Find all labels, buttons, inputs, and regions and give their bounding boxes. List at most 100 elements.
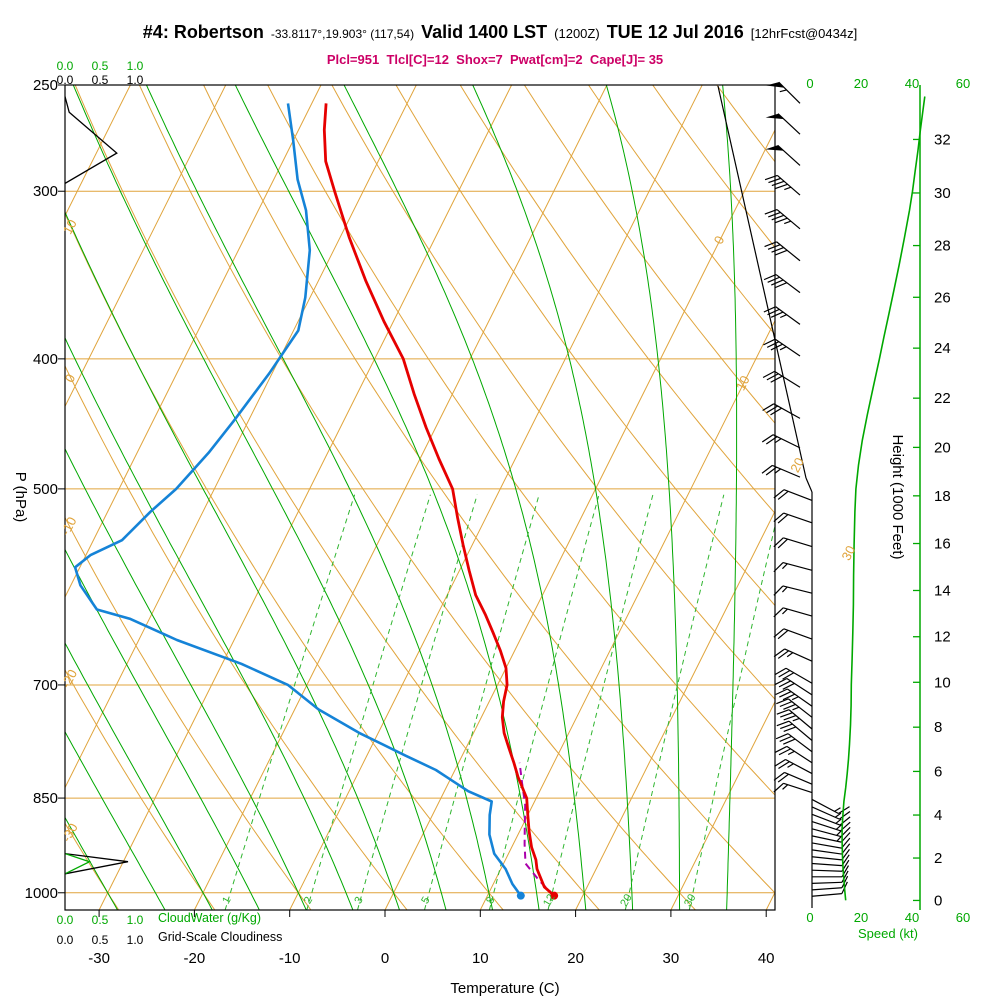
- dewpoint-trace: [73, 103, 522, 897]
- dry-adiabat: [588, 85, 775, 336]
- speed-tick-label: 40: [905, 910, 919, 925]
- temperature-tick-label: -10: [279, 950, 301, 967]
- station-coords: -33.8117°,19.903° (117,54): [270, 27, 415, 41]
- wind-barbs: [761, 81, 851, 897]
- isotherm-line: [765, 891, 775, 910]
- parcel-trace: [518, 762, 555, 897]
- isotherm-line: [65, 85, 322, 599]
- mixing-ratio-line: [624, 494, 725, 910]
- pressure-tick-label: 850: [33, 790, 58, 807]
- cloudiness-scale-label: 1.0: [127, 933, 144, 947]
- skewt-grid: [65, 85, 775, 910]
- cloudiness-scale-label: 0.0: [57, 933, 74, 947]
- isotherm-line: [384, 128, 775, 910]
- isotherm-label: 10: [733, 373, 753, 393]
- mixing-ratio-line: [488, 494, 600, 910]
- speed-tick-label: 20: [854, 910, 868, 925]
- moist-adiabat: [722, 85, 738, 910]
- height-tick-label: 32: [934, 131, 951, 148]
- height-tick-label: 30: [934, 185, 951, 202]
- speed-axis-title: Speed (kt): [858, 926, 918, 941]
- dry-adiabat: [65, 516, 312, 910]
- height-tick-label: 14: [934, 582, 951, 599]
- isotherm-line: [575, 510, 775, 910]
- pressure-axis-title: P (hPa): [12, 472, 29, 523]
- temperature-tick-label: -20: [184, 950, 206, 967]
- speed-tick-label: 60: [956, 910, 970, 925]
- moist-adiabat: [145, 85, 494, 910]
- isotherm-label: 20: [787, 455, 807, 475]
- moist-adiabat: [65, 210, 401, 910]
- dry-adiabat-label: -30: [59, 821, 81, 845]
- plot-border: [64, 84, 776, 911]
- temperature-tick-label: 10: [472, 950, 489, 967]
- speed-profile-group: [841, 96, 926, 901]
- forecast-tag: [12hrFcst@0434z]: [750, 26, 858, 41]
- temperature-axis-title: Temperature (C): [450, 980, 560, 997]
- isotherm-line: [65, 85, 417, 789]
- isotherm-line: [98, 85, 513, 910]
- dry-adiabat: [65, 364, 408, 910]
- cloudwater-scale-label: 0.5: [92, 59, 109, 73]
- pressure-tick-label: 700: [33, 677, 58, 694]
- cloudwater-caption: CloudWater (g/Kg): [158, 911, 262, 925]
- station-title: #4: Robertson: [142, 22, 264, 42]
- moist-adiabat: [65, 730, 166, 910]
- temperature-tick-label: 40: [758, 950, 775, 967]
- height-tick-label: 2: [934, 850, 942, 867]
- dry-adiabat: [331, 85, 775, 700]
- cloudwater-lower-profile: [65, 852, 92, 875]
- header: #4: Robertson -33.8117°,19.903° (117,54)…: [0, 22, 1000, 43]
- cloudiness-scale-label: 0.5: [92, 73, 109, 87]
- mixing-ratio-label: 3: [352, 895, 365, 906]
- dry-adiabat: [523, 85, 775, 424]
- height-tick-label: 4: [934, 807, 942, 824]
- dry-adiabat-label: -10: [58, 514, 80, 538]
- pressure-tick-label: 300: [33, 183, 58, 200]
- sounding-indices: Plcl=951 Tlcl[C]=12 Shox=7 Pwat[cm]=2 Ca…: [326, 52, 664, 67]
- valid-zulu: (1200Z): [554, 26, 600, 41]
- pressure-tick-label: 250: [33, 77, 58, 94]
- isotherm-line: [289, 85, 703, 910]
- wind-speed-profile: [841, 96, 926, 901]
- speed-tick-label: 40: [905, 76, 919, 91]
- cloud-fraction-upper-profile: [65, 96, 118, 184]
- moist-adiabat: [65, 336, 354, 910]
- height-tick-label: 18: [934, 488, 951, 505]
- height-tick-label: 16: [934, 536, 951, 553]
- height-tick-label: 12: [934, 629, 951, 646]
- dry-adiabat-label: 10: [60, 217, 80, 237]
- mixing-ratio-line: [224, 494, 356, 910]
- height-tick-label: 26: [934, 289, 951, 306]
- moist-adiabat: [65, 548, 260, 910]
- cloudwater-scale-label: 0.5: [92, 913, 109, 927]
- isotherm-line: [479, 319, 775, 910]
- temperature-tick-label: 30: [663, 950, 680, 967]
- isotherm-line: [193, 85, 608, 910]
- height-tick-label: 10: [934, 674, 951, 691]
- surface-dewpoint-dot: [516, 891, 525, 900]
- dry-adiabat: [203, 85, 775, 894]
- moist-adiabat: [65, 642, 213, 910]
- cloudwater-scale-label: 1.0: [127, 59, 144, 73]
- mixing-ratio-line: [424, 494, 540, 910]
- height-tick-label: 0: [934, 892, 942, 909]
- dry-adiabat: [74, 85, 600, 910]
- moist-adiabat: [343, 85, 587, 910]
- cloudiness-scale-label: 1.0: [127, 73, 144, 87]
- mixing-ratio-label: 30: [682, 892, 699, 909]
- moist-adiabat: [472, 85, 634, 910]
- height-tick-label: 8: [934, 719, 942, 736]
- pressure-tick-label: 1000: [25, 885, 58, 902]
- mixing-ratio-line: [306, 494, 431, 910]
- dry-adiabat: [65, 212, 504, 910]
- moist-adiabat: [605, 85, 681, 910]
- cloud-fraction-lower-profile: [65, 852, 129, 875]
- temperature-tick-label: -30: [88, 950, 110, 967]
- mixing-ratio-line: [688, 523, 775, 910]
- temperature-trace: [322, 103, 556, 897]
- temperature-tick-label: 0: [381, 950, 389, 967]
- valid-date: TUE 12 Jul 2016: [606, 22, 744, 42]
- staff-connector-line: [805, 477, 813, 493]
- isotherm-line: [65, 85, 227, 408]
